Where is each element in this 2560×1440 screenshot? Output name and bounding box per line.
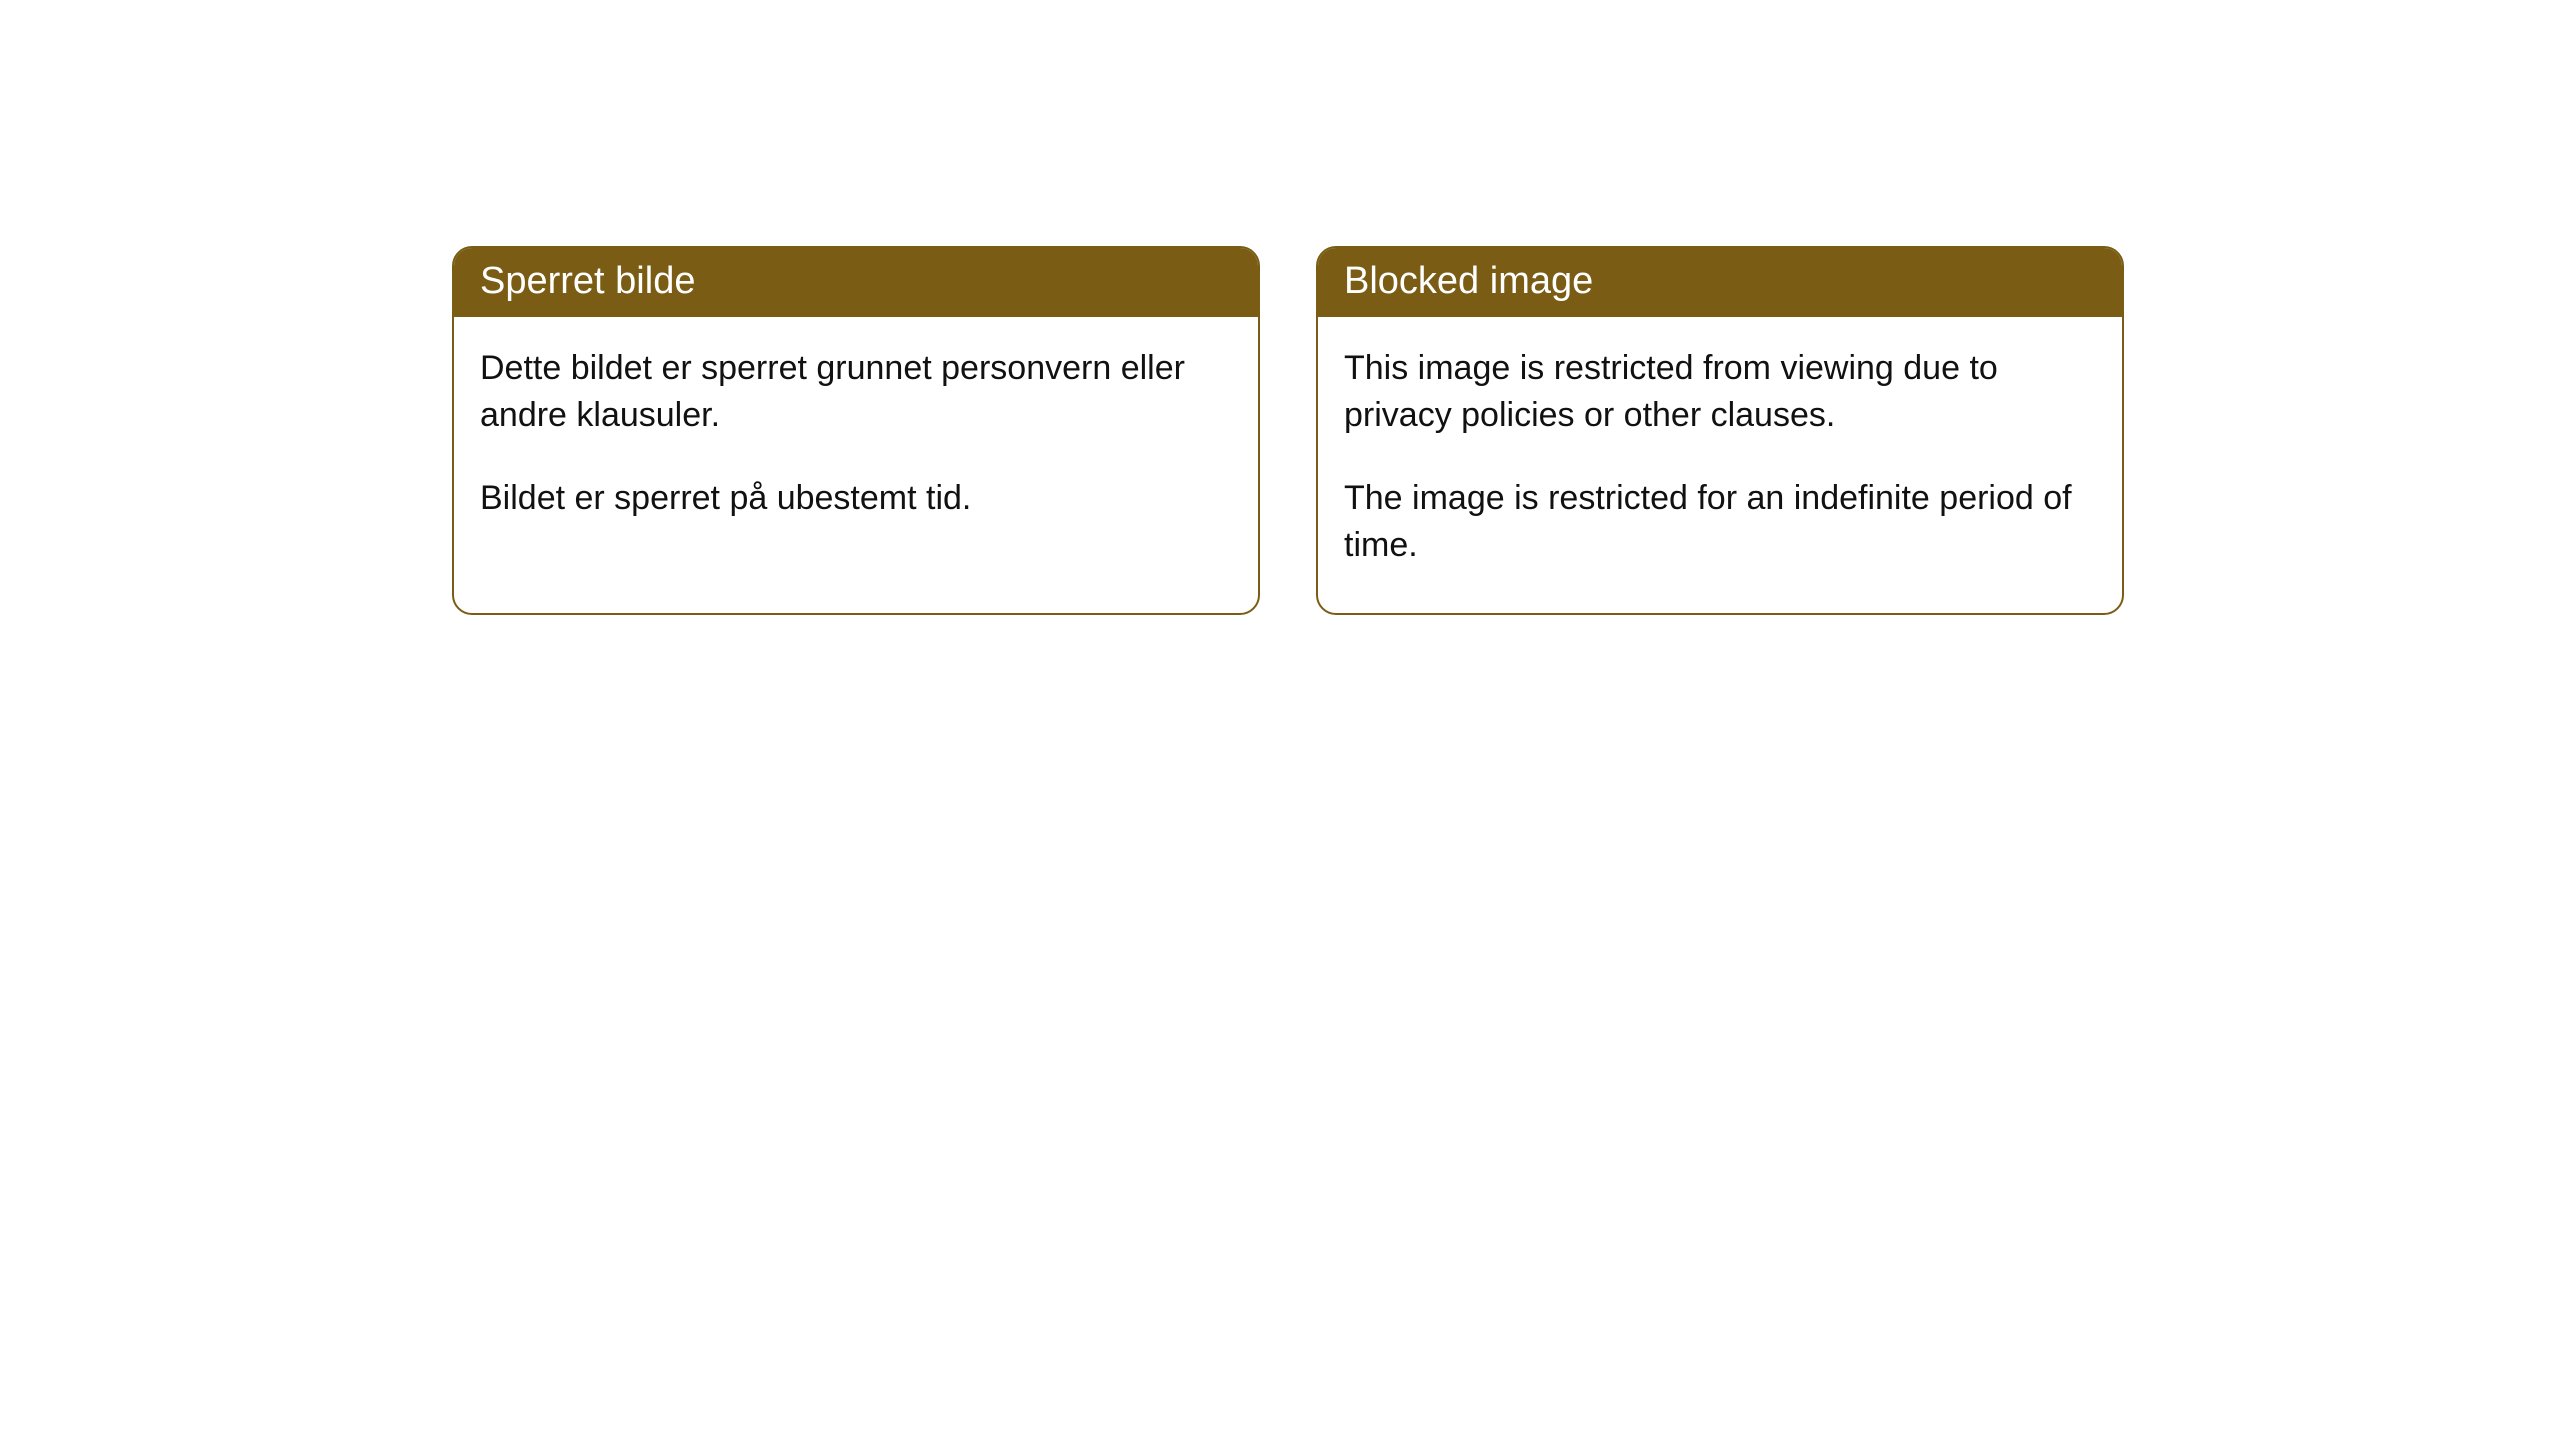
notice-text-nb-2: Bildet er sperret på ubestemt tid. xyxy=(480,475,1232,522)
notice-text-en-2: The image is restricted for an indefinit… xyxy=(1344,475,2096,569)
notice-body-en: This image is restricted from viewing du… xyxy=(1318,317,2122,613)
notice-container: Sperret bilde Dette bildet er sperret gr… xyxy=(0,0,2560,615)
notice-body-nb: Dette bildet er sperret grunnet personve… xyxy=(454,317,1258,566)
notice-card-en: Blocked image This image is restricted f… xyxy=(1316,246,2124,615)
notice-title-nb: Sperret bilde xyxy=(454,248,1258,317)
notice-card-nb: Sperret bilde Dette bildet er sperret gr… xyxy=(452,246,1260,615)
notice-title-en: Blocked image xyxy=(1318,248,2122,317)
notice-text-en-1: This image is restricted from viewing du… xyxy=(1344,345,2096,439)
notice-text-nb-1: Dette bildet er sperret grunnet personve… xyxy=(480,345,1232,439)
